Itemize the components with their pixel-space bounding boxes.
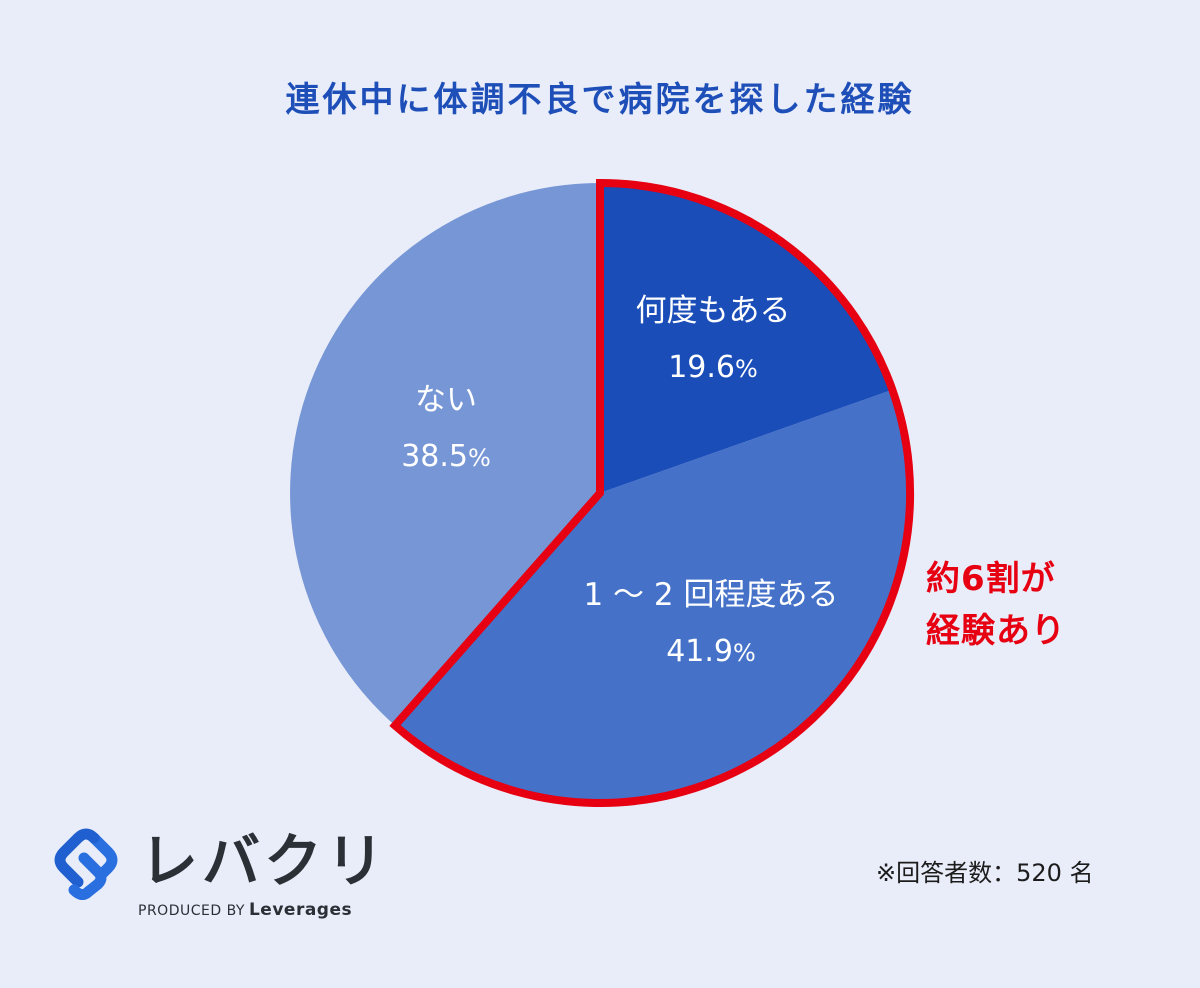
slice-label-many-times: 何度もある 19.6%: [610, 296, 816, 383]
pie-slice-once-or-twice: [395, 389, 910, 803]
slice-label-none: ない 38.5%: [356, 385, 536, 472]
pie-slice-many-times: [600, 183, 893, 493]
pie-slice-none: [290, 183, 600, 726]
capsule-link-icon: [54, 828, 118, 900]
slice-label-once-or-twice: 1 〜 2 回程度ある 41.9%: [556, 580, 866, 667]
slice-name: 何度もある: [635, 293, 791, 329]
chart-title: 連休中に体調不良で病院を探した経験: [285, 80, 915, 120]
slice-percent: 38.5%: [401, 439, 491, 474]
brand-name: レバクリ: [140, 827, 389, 895]
highlight-annotation: 約6割が 経験あり: [926, 559, 1066, 651]
respondent-count: ※回答者数：520 名: [876, 859, 1094, 887]
highlight-outline: [389, 178, 915, 807]
slice-name: 1 〜 2 回程度ある: [583, 577, 839, 613]
slice-name: ない: [415, 382, 477, 418]
brand-produced-by: PRODUCED BY Leverages: [138, 900, 353, 920]
slice-percent: 41.9%: [666, 634, 756, 669]
slice-percent: 19.6%: [668, 350, 758, 385]
